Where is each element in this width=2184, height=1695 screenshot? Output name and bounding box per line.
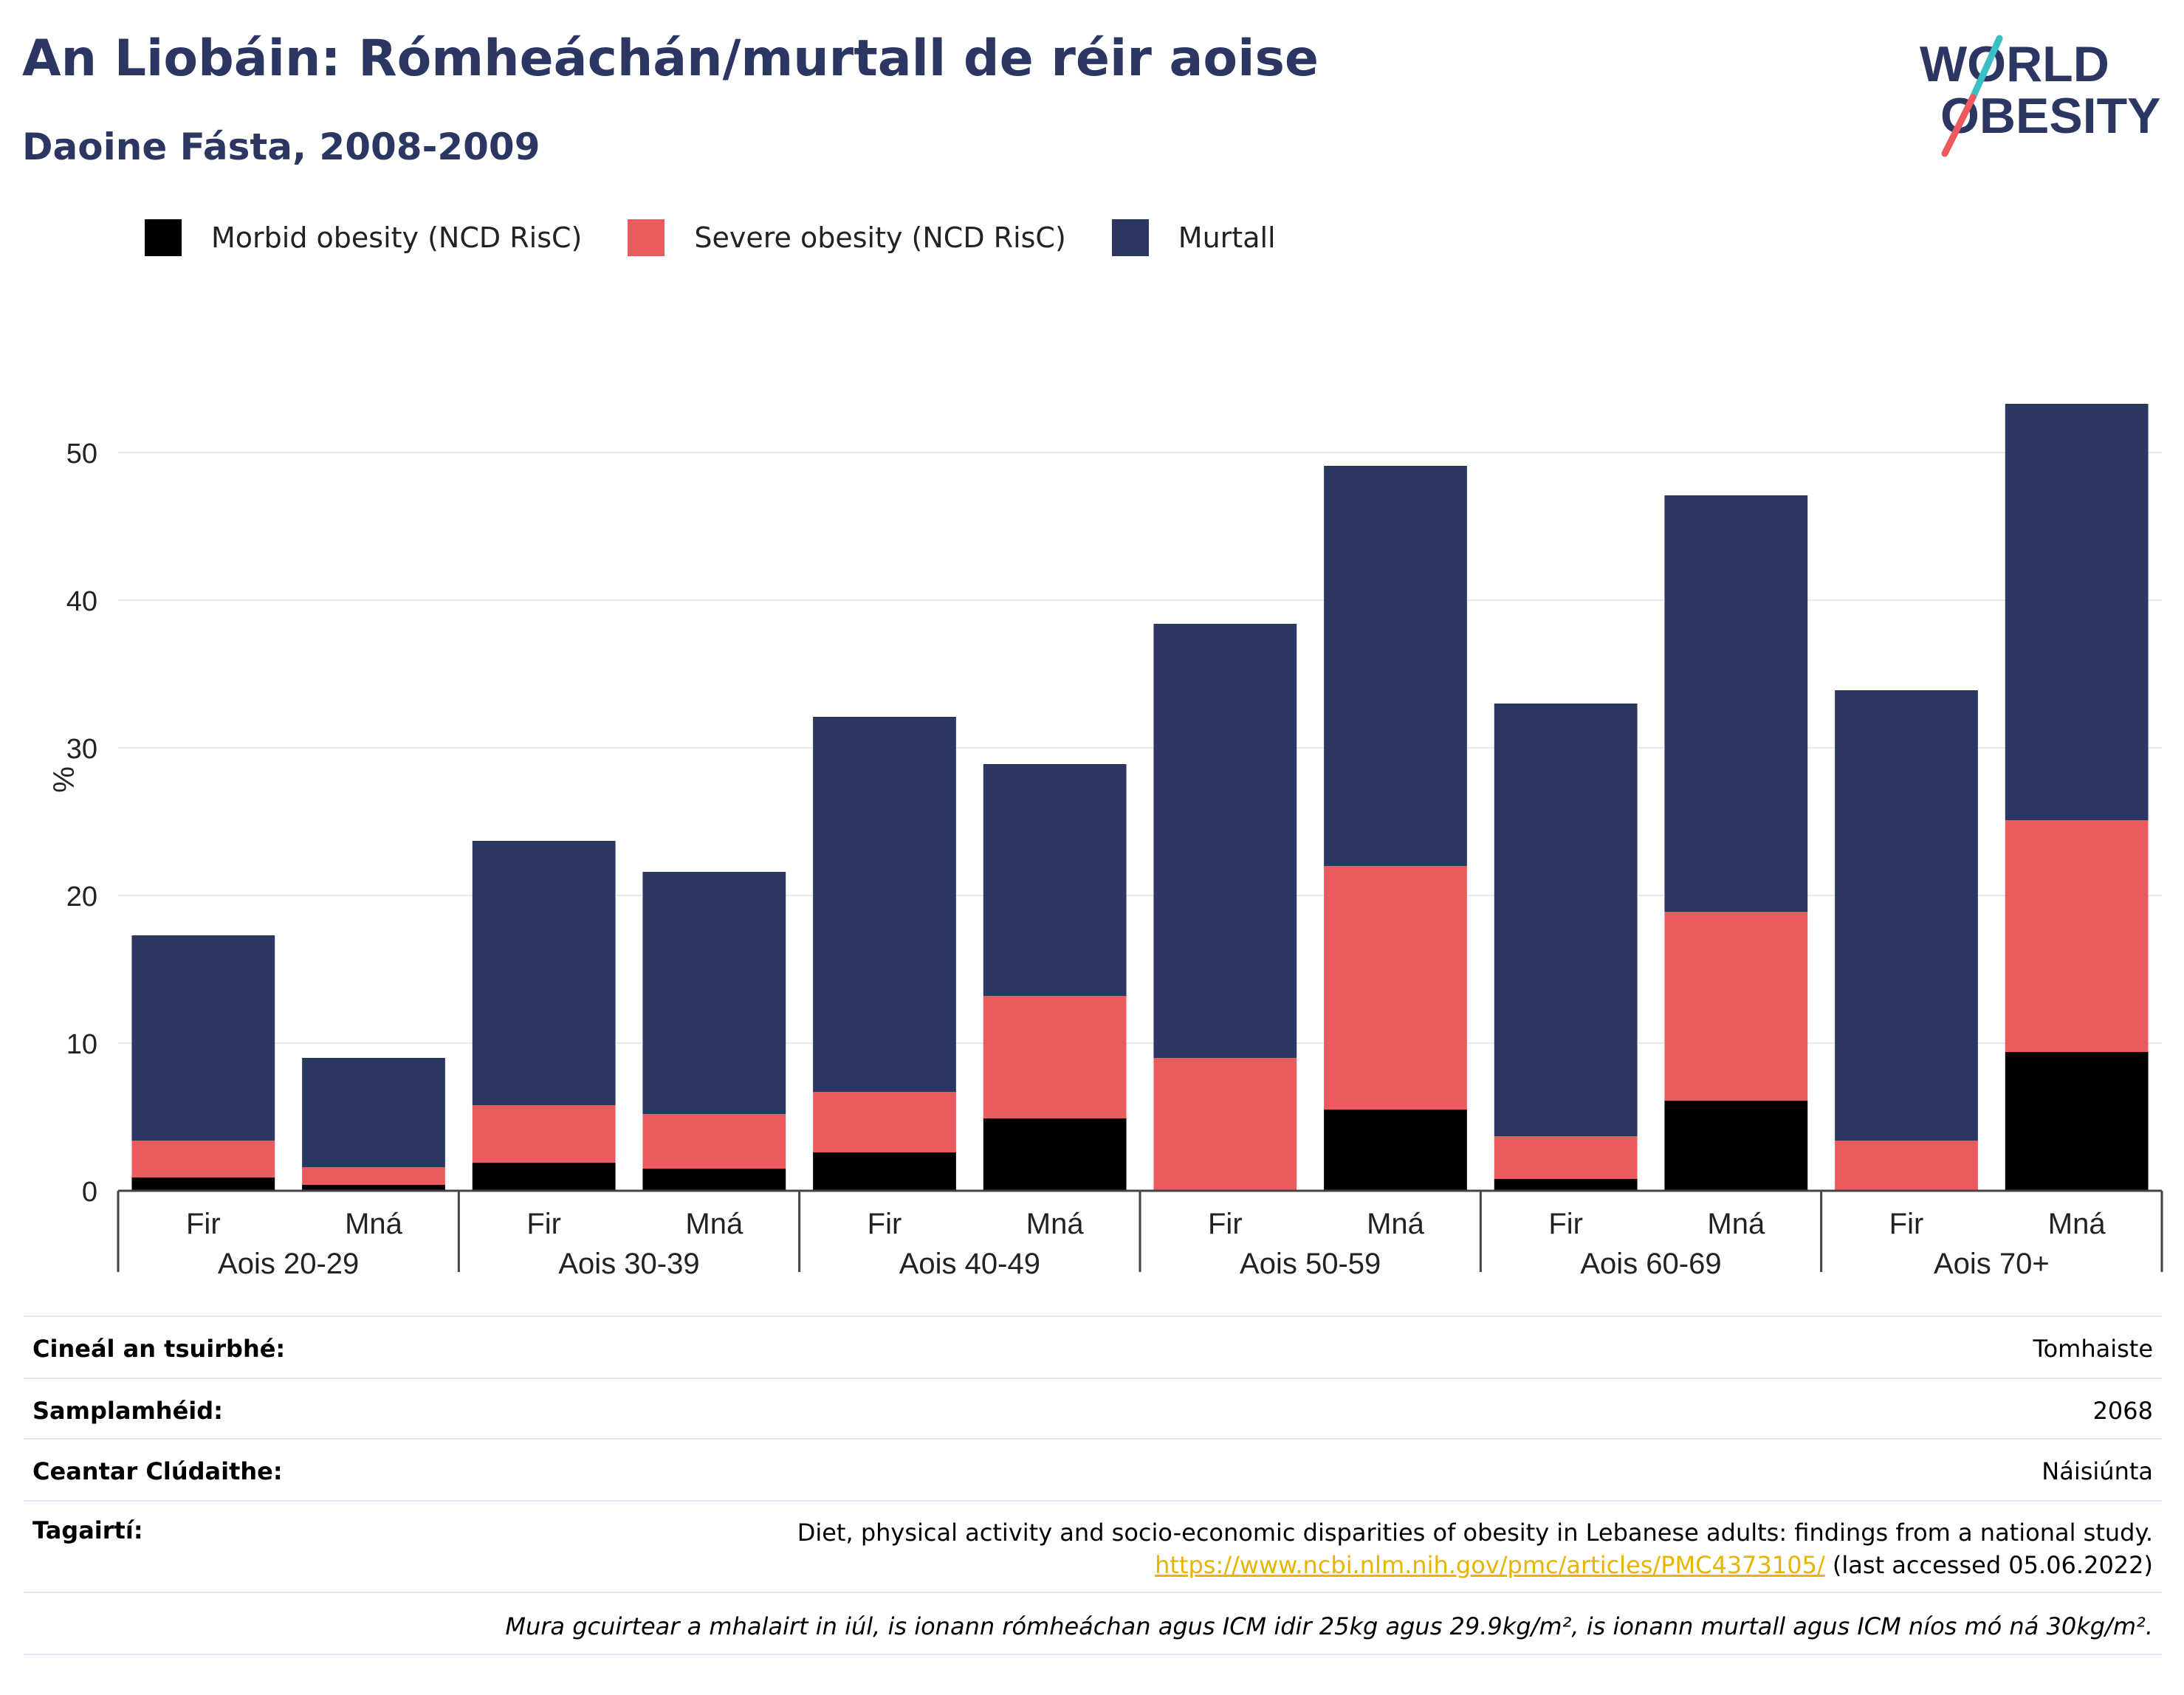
bar-severe	[813, 1092, 956, 1152]
legend-swatch-morbid	[145, 219, 182, 256]
chart-legend: Morbid obesity (NCD RisC) Severe obesity…	[145, 217, 1322, 258]
info-row-area: Ceantar Clúdaithe: Náisiúnta	[24, 1438, 2162, 1500]
world-obesity-logo: WORLD OBESITY	[1920, 35, 2161, 157]
y-axis-label: %	[47, 766, 79, 793]
references-label: Tagairtí:	[32, 1516, 143, 1544]
bar-morbid	[813, 1152, 956, 1191]
logo-line2: OBESITY	[1940, 88, 2161, 144]
y-tick-label: 30	[66, 734, 97, 765]
area-label: Ceantar Clúdaithe:	[32, 1457, 283, 1485]
reference-link[interactable]: https://www.ncbi.nlm.nih.gov/pmc/article…	[1155, 1551, 1825, 1579]
bar-murtall	[1153, 624, 1297, 1058]
bar-murtall	[642, 872, 786, 1114]
legend-swatch-severe	[628, 219, 665, 256]
info-row-sample-size: Samplamhéid: 2068	[24, 1378, 2162, 1438]
survey-type-value: Tomhaiste	[2033, 1335, 2153, 1363]
bar-severe	[1153, 1058, 1297, 1191]
bar-severe	[1835, 1141, 1978, 1191]
legend-item-severe[interactable]: Severe obesity (NCD RisC)	[628, 219, 1066, 256]
bar-severe	[302, 1167, 445, 1185]
bar-severe	[983, 996, 1127, 1118]
x-sublabel: Fir	[186, 1208, 221, 1240]
x-group-label: Aois 50-59	[1240, 1248, 1381, 1280]
bar-morbid	[131, 1177, 275, 1191]
bar-murtall	[472, 841, 616, 1105]
survey-type-label: Cineál an tsuirbhé:	[32, 1335, 286, 1363]
logo-line1: WORLD	[1920, 36, 2109, 92]
legend-label-morbid: Morbid obesity (NCD RisC)	[211, 221, 583, 254]
bar-murtall	[2005, 404, 2149, 820]
x-sublabel: Mná	[2048, 1208, 2106, 1240]
legend-swatch-murtall	[1111, 219, 1149, 256]
reference-accessed: (last accessed 05.06.2022)	[1832, 1551, 2153, 1579]
info-table: Cineál an tsuirbhé: Tomhaiste Samplamhéi…	[24, 1316, 2162, 1655]
sample-size-label: Samplamhéid:	[32, 1397, 223, 1425]
legend-item-murtall[interactable]: Murtall	[1111, 219, 1276, 256]
bar-morbid	[1494, 1179, 1638, 1191]
sample-size-value: 2068	[2092, 1397, 2153, 1425]
references-value: Diet, physical activity and socio-econom…	[797, 1516, 2153, 1581]
info-row-footnote: Mura gcuirtear a mhalairt in iúl, is ion…	[24, 1592, 2162, 1655]
bar-severe	[1494, 1136, 1638, 1179]
bar-murtall	[813, 717, 956, 1092]
page-title: An Liobáin: Rómheáchán/murtall de réir a…	[22, 30, 1319, 88]
x-sublabel: Mná	[345, 1208, 403, 1240]
bar-severe	[1664, 912, 1808, 1101]
x-sublabel: Fir	[1208, 1208, 1243, 1240]
bar-murtall	[302, 1058, 445, 1167]
reference-text: Diet, physical activity and socio-econom…	[797, 1519, 2153, 1547]
legend-label-murtall: Murtall	[1178, 221, 1276, 254]
x-group-label: Aois 30-39	[558, 1248, 699, 1280]
bar-morbid	[472, 1163, 616, 1191]
page-subtitle: Daoine Fásta, 2008-2009	[22, 126, 540, 168]
y-tick-label: 10	[66, 1029, 97, 1060]
x-sublabel: Mná	[1367, 1208, 1425, 1240]
bar-morbid	[1324, 1110, 1467, 1191]
bar-severe	[642, 1114, 786, 1169]
bar-morbid	[302, 1185, 445, 1191]
y-tick-label: 0	[82, 1177, 97, 1208]
x-group-label: Aois 70+	[1934, 1248, 2050, 1280]
bar-murtall	[1664, 495, 1808, 912]
footnote: Mura gcuirtear a mhalairt in iúl, is ion…	[505, 1612, 2153, 1640]
x-group-label: Aois 60-69	[1580, 1248, 1721, 1280]
bar-severe	[2005, 820, 2149, 1052]
bar-murtall	[1835, 690, 1978, 1141]
x-sublabel: Fir	[868, 1208, 902, 1240]
x-sublabel: Fir	[1548, 1208, 1583, 1240]
bar-murtall	[1324, 466, 1467, 866]
info-row-references: Tagairtí: Diet, physical activity and so…	[24, 1500, 2162, 1592]
x-sublabel: Mná	[1026, 1208, 1085, 1240]
y-tick-label: 50	[66, 439, 97, 470]
bar-morbid	[642, 1169, 786, 1191]
bar-morbid	[983, 1118, 1127, 1191]
bar-severe	[131, 1141, 275, 1177]
bar-severe	[472, 1105, 616, 1163]
bar-chart: 0 10 20 30 40 50% Fir Mná Fir Mná Fir Mná Fir Mná Fir M…	[47, 404, 2163, 1280]
bar-murtall	[1494, 704, 1638, 1136]
legend-item-morbid[interactable]: Morbid obesity (NCD RisC)	[145, 219, 582, 256]
y-tick-label: 20	[66, 881, 97, 912]
y-tick-label: 40	[66, 586, 97, 617]
x-group-label: Aois 40-49	[899, 1248, 1040, 1280]
bar-severe	[1324, 866, 1467, 1110]
bar-murtall	[983, 764, 1127, 996]
bar-murtall	[131, 935, 275, 1141]
x-sublabel: Mná	[1707, 1208, 1765, 1240]
legend-label-severe: Severe obesity (NCD RisC)	[694, 221, 1066, 254]
bar-morbid	[2005, 1052, 2149, 1191]
info-row-survey-type: Cineál an tsuirbhé: Tomhaiste	[24, 1316, 2162, 1378]
x-sublabel: Fir	[1889, 1208, 1924, 1240]
bar-morbid	[1664, 1101, 1808, 1191]
x-sublabel: Fir	[526, 1208, 561, 1240]
area-value: Náisiúnta	[2042, 1457, 2153, 1485]
x-sublabel: Mná	[685, 1208, 744, 1240]
x-group-label: Aois 20-29	[218, 1248, 359, 1280]
reference-link-line: https://www.ncbi.nlm.nih.gov/pmc/article…	[797, 1549, 2153, 1581]
